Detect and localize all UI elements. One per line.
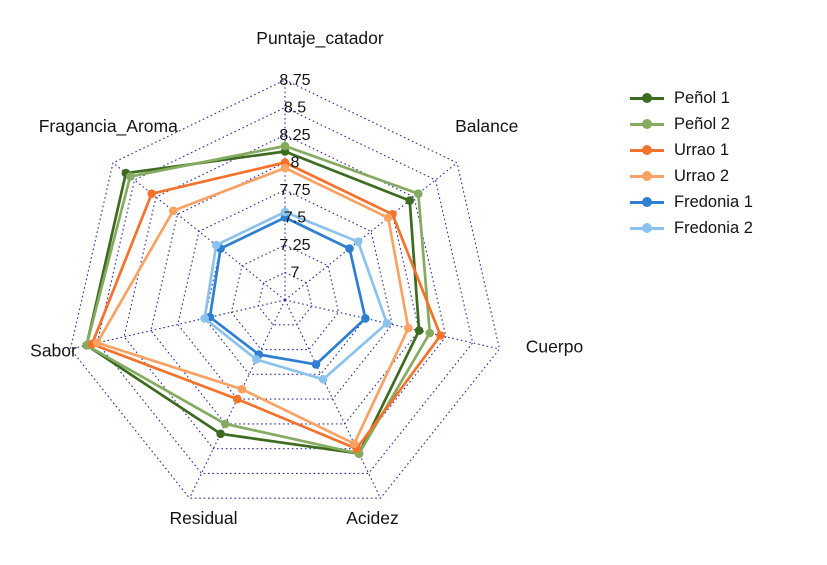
tick-label: 8 <box>291 155 300 172</box>
data-point <box>311 360 321 369</box>
axis-label: Puntaje_catador <box>256 28 384 49</box>
axis-label: Acidez <box>346 508 399 528</box>
legend-label: Peñol 1 <box>674 88 730 107</box>
legend-item-penol-1: Peñol 1 <box>630 88 753 108</box>
legend-item-fredonia-1: Fredonia 1 <box>630 192 753 212</box>
axis-label: Balance <box>455 116 518 136</box>
data-point <box>200 314 209 323</box>
axis-spoke <box>70 299 286 350</box>
tick-label: 8.25 <box>279 127 310 144</box>
legend-item-penol-2: Peñol 2 <box>630 114 753 134</box>
data-point <box>211 240 221 250</box>
data-point <box>382 319 392 328</box>
legend-line-marker-icon <box>630 222 664 234</box>
series-line <box>203 210 389 381</box>
data-point <box>233 394 242 404</box>
legend: Peñol 1 Peñol 2 Urrao 1 Urrao 2 Fredonia… <box>630 88 753 238</box>
data-point <box>405 196 415 205</box>
legend-label: Fredonia 2 <box>674 218 753 237</box>
data-point <box>361 314 370 323</box>
data-point <box>383 213 393 222</box>
tick-label: 7.5 <box>284 210 306 227</box>
data-point <box>237 384 247 394</box>
data-point <box>414 326 424 335</box>
data-point <box>216 429 225 439</box>
axis-label: Sabor <box>30 340 77 360</box>
data-point <box>252 355 261 364</box>
data-point <box>404 323 413 333</box>
data-point <box>345 244 354 253</box>
data-point <box>353 237 363 246</box>
data-point <box>436 331 445 340</box>
data-point <box>414 189 423 198</box>
legend-item-urrao-1: Urrao 1 <box>630 140 753 160</box>
legend-line-marker-icon <box>630 92 664 104</box>
legend-item-fredonia-2: Fredonia 2 <box>630 218 753 238</box>
data-point <box>318 375 328 384</box>
axis-label: Fragancia_Aroma <box>39 116 178 137</box>
grid-ring <box>257 271 313 326</box>
legend-label: Urrao 1 <box>674 140 730 159</box>
legend-line-marker-icon <box>630 170 664 182</box>
data-point <box>147 189 156 198</box>
axis-spoke <box>284 299 500 350</box>
series-line <box>95 166 410 446</box>
legend-line-marker-icon <box>630 118 664 130</box>
grid-ring <box>230 244 340 351</box>
data-point <box>93 338 102 348</box>
axis-spoke <box>284 162 458 301</box>
data-point <box>280 207 290 217</box>
data-point <box>221 419 230 429</box>
axis-spoke <box>284 299 381 499</box>
series-line <box>85 150 421 455</box>
legend-label: Peñol 2 <box>674 114 730 133</box>
grid-ring <box>96 106 474 474</box>
data-point <box>280 163 290 173</box>
data-point <box>280 141 290 151</box>
axis-label: Residual <box>169 508 237 528</box>
series-line <box>90 161 442 451</box>
tick-label: 7.25 <box>279 237 310 254</box>
grid-ring <box>177 189 393 400</box>
legend-item-urrao-2: Urrao 2 <box>630 166 753 186</box>
series-line <box>85 144 432 455</box>
grid-ring <box>150 161 420 425</box>
series-line <box>208 216 367 366</box>
axis-label: Cuerpo <box>526 336 583 356</box>
tick-label: 7 <box>291 265 300 282</box>
data-point <box>168 206 178 216</box>
tick-label: 8.75 <box>279 72 310 89</box>
data-point <box>349 439 359 449</box>
data-point <box>425 328 435 338</box>
radar-chart: Puntaje_catador Balance Cuerpo Acidez Residu… <box>30 28 583 528</box>
legend-line-marker-icon <box>630 196 664 208</box>
tick-label: 7.75 <box>279 182 310 199</box>
legend-line-marker-icon <box>630 144 664 156</box>
legend-label: Urrao 2 <box>674 166 730 185</box>
axis-spoke <box>112 162 286 301</box>
data-point <box>125 172 135 181</box>
legend-label: Fredonia 1 <box>674 192 753 211</box>
grid-ring <box>69 79 501 499</box>
tick-label: 8.5 <box>284 100 306 117</box>
